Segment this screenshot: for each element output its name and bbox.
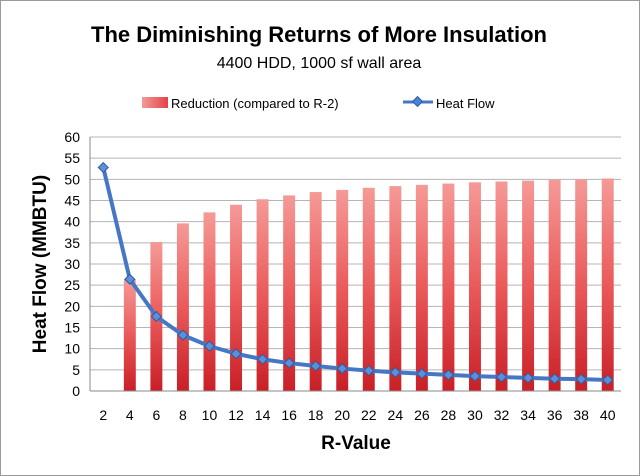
x-axis-title: R-Value: [321, 433, 391, 454]
heat-flow-marker: [442, 369, 455, 381]
bar: [230, 204, 242, 391]
heat-flow-marker: [336, 362, 348, 375]
heat-flow-marker: [230, 348, 242, 360]
bar: [575, 179, 588, 391]
x-tick-label: 22: [361, 407, 377, 423]
bar: [389, 186, 402, 391]
x-tick-label: 6: [152, 407, 160, 423]
heat-flow-marker: [495, 371, 508, 383]
x-tick-label: 36: [547, 407, 563, 423]
heat-flow-marker: [416, 367, 428, 380]
y-tick-label: 50: [64, 171, 80, 187]
bar: [442, 183, 455, 391]
heat-flow-marker: [124, 273, 136, 285]
y-tick-label: 35: [64, 235, 80, 251]
bar: [203, 212, 216, 391]
x-tick-label: 16: [281, 407, 297, 423]
x-tick-label: 10: [202, 407, 218, 423]
bar: [309, 192, 322, 391]
bar: [415, 184, 428, 391]
bar: [469, 182, 481, 391]
heat-flow-marker: [310, 360, 322, 372]
heat-flow-marker: [602, 374, 614, 386]
bar: [123, 279, 136, 391]
x-tick-label: 38: [573, 407, 589, 423]
y-tick-label: 15: [64, 320, 80, 336]
x-tick-label: 4: [126, 407, 134, 423]
heat-flow-marker: [575, 373, 587, 385]
y-axis-title: Heat Flow (MMBTU): [30, 175, 51, 353]
y-tick-label: 55: [64, 150, 80, 166]
y-tick-label: 20: [64, 298, 80, 314]
axes: [89, 137, 621, 392]
x-tick-label: 40: [600, 407, 616, 423]
heat-flow-marker: [97, 161, 109, 174]
legend: Reduction (compared to R-2) Heat Flow: [142, 95, 495, 111]
gridlines: [90, 136, 621, 392]
bar: [336, 189, 349, 391]
bar: [256, 199, 269, 391]
heat-flow-marker: [469, 370, 481, 382]
heat-flow-marker: [363, 365, 375, 377]
x-tick-label: 2: [99, 407, 107, 423]
legend-label-heat-flow: Heat Flow: [436, 96, 495, 111]
y-tick-label: 0: [72, 383, 80, 399]
x-tick-label: 8: [179, 407, 187, 423]
x-tick-label: 34: [520, 407, 536, 423]
x-tick-label: 28: [441, 407, 457, 423]
legend-swatch-reduction: [142, 97, 168, 108]
heat-flow-marker: [548, 373, 561, 385]
heat-flow-marker: [203, 340, 216, 352]
bar: [283, 195, 296, 391]
x-tick-label: 24: [388, 407, 404, 423]
y-tick-label: 40: [64, 214, 80, 230]
y-tick-label: 30: [64, 256, 80, 272]
y-tick-labels: 0 5 10 15 20 25 30 35 40 45 50 55 60: [64, 129, 80, 399]
heat-flow-marker: [256, 353, 269, 365]
y-tick-label: 60: [64, 129, 80, 145]
heat-flow-marker: [283, 357, 295, 369]
x-tick-label: 30: [467, 407, 483, 423]
heat-flow-marker: [522, 372, 534, 384]
y-tick-label: 45: [64, 193, 80, 209]
heat-flow-marker: [389, 366, 401, 379]
y-tick-label: 10: [64, 341, 80, 357]
x-tick-labels: 2 4 6 8 10 12 14 16 18 20 22 24 26 28 30 32 34 36 38 40: [99, 407, 615, 423]
x-tick-label: 12: [228, 407, 244, 423]
bar: [601, 178, 614, 391]
chart-subtitle: 4400 HDD, 1000 sf wall area: [217, 55, 422, 72]
heat-flow-line: [97, 161, 614, 386]
y-tick-label: 5: [72, 362, 80, 378]
bar: [495, 181, 508, 391]
bar: [176, 223, 189, 391]
legend-marker-heat-flow: [411, 95, 424, 108]
heat-flow-marker: [150, 310, 163, 323]
x-tick-label: 20: [334, 407, 350, 423]
heat-flow-marker: [177, 329, 189, 341]
x-tick-label: 32: [494, 407, 510, 423]
chart-title: The Diminishing Returns of More Insulati…: [91, 22, 547, 47]
bar: [548, 179, 561, 391]
y-tick-label: 25: [64, 277, 80, 293]
x-tick-label: 14: [255, 407, 271, 423]
bar: [522, 180, 535, 391]
x-tick-label: 26: [414, 407, 430, 423]
x-tick-label: 18: [308, 407, 324, 423]
bars: [123, 178, 614, 391]
bar: [362, 187, 375, 391]
legend-label-reduction: Reduction (compared to R-2): [171, 96, 339, 111]
